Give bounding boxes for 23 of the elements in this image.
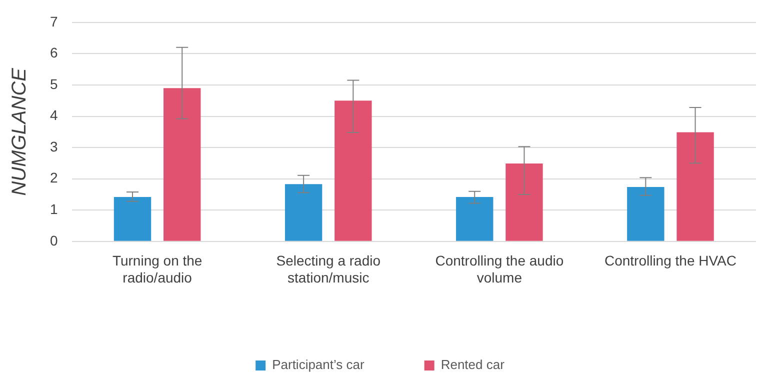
x-tick-label: Turning on the radio/audio	[112, 252, 202, 286]
x-tick-label: Controlling the audio volume	[435, 252, 564, 286]
bar	[334, 100, 372, 241]
bar	[284, 184, 322, 241]
y-tick-label: 3	[50, 138, 58, 154]
legend-label: Participant’s car	[272, 357, 365, 372]
bar	[506, 164, 543, 241]
y-tick-label: 5	[50, 76, 58, 92]
x-tick-label: Controlling the HVAC	[604, 252, 736, 269]
legend-label: Rented car	[440, 357, 506, 372]
y-tick-label: 6	[50, 44, 58, 61]
bar	[627, 186, 664, 241]
y-axis-title: NUMGLANCE	[8, 67, 31, 196]
x-tick-label: Selecting a radio station/music	[276, 252, 381, 286]
bar	[676, 132, 714, 241]
y-tick-label: 4	[50, 107, 58, 124]
y-tick-label: 0	[50, 232, 58, 248]
bar	[114, 196, 152, 241]
y-tick-label: 7	[50, 13, 58, 30]
y-tick-label: 1	[50, 200, 58, 217]
y-tick-label: 2	[50, 170, 58, 186]
bar	[164, 88, 201, 241]
bar	[456, 196, 494, 241]
